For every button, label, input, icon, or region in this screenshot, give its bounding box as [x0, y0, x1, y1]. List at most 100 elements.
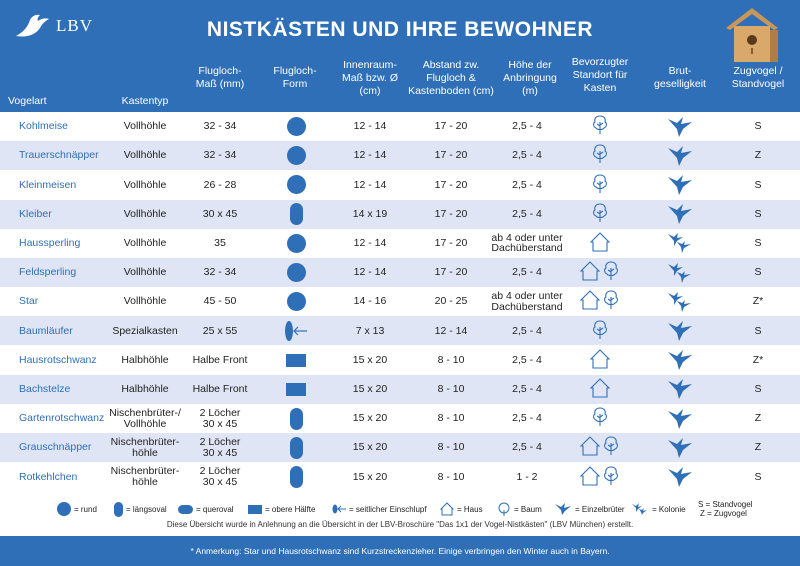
tree-icon — [602, 466, 620, 489]
location — [560, 375, 640, 404]
single-bird-icon — [640, 170, 720, 199]
single-bird-icon — [640, 141, 720, 170]
mount-height-text: Dachüberstand — [491, 300, 563, 313]
vertical-oval-icon — [114, 501, 123, 517]
tree-icon — [591, 320, 609, 343]
legend: = rund = längsoval = queroval = obere Hä… — [0, 498, 800, 520]
mount-height-text: 2,5 - 4 — [512, 120, 542, 133]
hole-size: 25 x 55 — [180, 316, 260, 345]
bird-name: Kohlmeise — [19, 120, 69, 133]
box-type-text: Vollhöhle — [123, 237, 167, 250]
mount-height-text: 2,5 - 4 — [512, 149, 542, 162]
tree-icon — [498, 502, 510, 516]
legend-kolonie: = Kolonie — [631, 498, 686, 520]
hole-distance: 17 - 20 — [434, 266, 468, 279]
col-innenraum: Innenraum- Maß bzw. Ø (cm) — [341, 58, 398, 97]
box-type: Nischenbrüter-höhle — [105, 462, 185, 491]
migrant-status: S — [754, 383, 762, 396]
house-icon — [579, 290, 601, 313]
migrant-status: S — [754, 120, 762, 133]
location — [560, 112, 640, 141]
tree-icon — [591, 174, 609, 197]
house-icon — [579, 261, 601, 284]
bird-name: Grauschnäpper — [19, 441, 92, 454]
interior-size: 14 - 16 — [353, 295, 387, 308]
house-icon — [440, 502, 454, 516]
bird-name: Bachstelze — [19, 383, 71, 396]
colony-birds-icon — [640, 229, 720, 258]
hole-shape — [265, 229, 327, 258]
hole-size-text: 2 Löcher — [199, 436, 241, 449]
location — [560, 258, 640, 287]
mount-height: ab 4 oder unter Dachüberstand — [484, 287, 570, 316]
round-hole-icon — [286, 117, 306, 136]
hole-size-text: Halbe Front — [192, 353, 248, 366]
mount-height-text: ab 4 oder unter — [491, 231, 563, 244]
hole-size-text: 25 x 55 — [202, 324, 238, 337]
hole-size: Halbe Front — [180, 346, 260, 375]
hole-distance: 8 - 10 — [437, 412, 465, 425]
hole-shape — [265, 375, 327, 404]
house-icon — [589, 378, 611, 401]
hole-size: 32 - 34 — [180, 258, 260, 287]
box-type: Vollhöhle — [105, 141, 185, 170]
hole-distance: 17 - 20 — [434, 149, 468, 162]
box-type: Vollhöhle — [105, 258, 185, 287]
location — [560, 141, 640, 170]
tree-icon — [602, 261, 620, 284]
legend-haus: = Haus — [440, 498, 483, 520]
hole-size: 30 x 45 — [180, 200, 260, 229]
col-hoehe: Höhe der Anbringung (m) — [503, 58, 557, 97]
hole-distance: 12 - 14 — [434, 324, 468, 337]
table-row: Grauschnäpper Nischenbrüter-höhle 2 Löcher… — [0, 433, 800, 463]
hole-shape — [265, 258, 327, 287]
location — [560, 229, 640, 258]
mount-height-text: 2,5 - 4 — [512, 383, 542, 396]
upper-half-icon — [248, 504, 262, 514]
hole-shape — [265, 141, 327, 170]
round-hole-icon — [286, 146, 306, 166]
tree-icon — [591, 203, 609, 226]
table-row: Rotkehlchen Nischenbrüter-höhle 2 Löcher 30… — [0, 462, 800, 491]
migrant-status: S — [754, 237, 762, 250]
round-hole-icon — [286, 175, 306, 195]
migrant-status: S — [754, 207, 762, 220]
location — [560, 316, 640, 345]
table-row: Kohlmeise Vollhöhle 32 - 34 12 - 14 17 - 20 2… — [0, 112, 800, 141]
hole-distance: 8 - 10 — [437, 383, 465, 396]
hole-shape — [265, 316, 327, 345]
hole-distance: 20 - 25 — [434, 295, 468, 308]
mount-height: 1 - 2 — [484, 462, 570, 491]
bird-name: Rotkehlchen — [19, 470, 78, 483]
box-type-text: Nischenbrüter- — [110, 436, 180, 449]
col-brut: Brut-geselligkeit — [654, 65, 706, 90]
col-vogelart: Vogelart — [8, 95, 47, 107]
bird-name: Baumläufer — [19, 324, 73, 337]
col-kastentyp: Kastentyp — [121, 95, 169, 107]
migrant-status: Z — [754, 149, 762, 162]
mount-height: 2,5 - 4 — [484, 112, 570, 141]
interior-size: 12 - 14 — [353, 178, 387, 191]
interior-size: 15 x 20 — [352, 383, 388, 396]
hole-size-text: 30 x 45 — [202, 446, 238, 459]
box-type: Vollhöhle — [105, 170, 185, 199]
migrant-status: Z — [754, 441, 762, 454]
hole-size-text: 2 Löcher — [199, 465, 241, 478]
table-row: Kleinmeisen Vollhöhle 26 - 28 12 - 14 17 - 2… — [0, 170, 800, 199]
footnote: * Anmerkung: Star und Hausrotschwanz sin… — [0, 536, 800, 566]
hole-size: 32 - 34 — [180, 141, 260, 170]
migrant-status: Z* — [752, 353, 764, 366]
lbv-logo[interactable]: LBV — [14, 12, 93, 40]
birdhouse-icon — [726, 8, 778, 62]
box-type-text: höhle — [132, 475, 158, 488]
table-row: Bachstelze Halbhöhle Halbe Front 15 x 20 8 -… — [0, 374, 800, 404]
hole-distance: 8 - 10 — [437, 470, 465, 483]
hole-size-text: 30 x 45 — [202, 417, 238, 430]
vertical-oval-icon — [289, 203, 303, 226]
migrant-status: Z — [754, 412, 762, 425]
location — [560, 462, 640, 491]
single-bird-icon — [640, 346, 720, 375]
legend-quer: = queroval — [178, 498, 234, 520]
box-type-text: Spezialkasten — [112, 324, 178, 337]
colony-birds-icon — [640, 287, 720, 316]
